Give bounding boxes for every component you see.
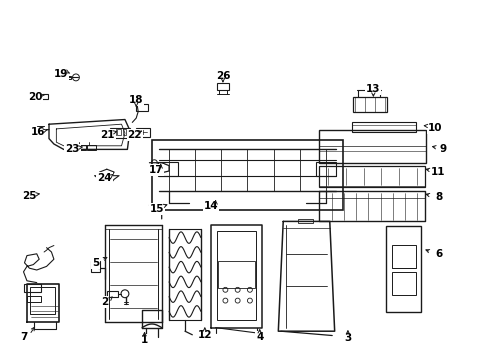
Bar	[218, 261, 255, 288]
Text: 26: 26	[216, 71, 230, 81]
Bar	[110, 128, 130, 138]
Bar	[87, 145, 96, 150]
Text: 25: 25	[22, 191, 37, 201]
Bar	[158, 162, 178, 176]
Bar	[298, 219, 313, 223]
Text: 22: 22	[127, 130, 142, 140]
Bar	[117, 129, 121, 135]
Bar	[386, 226, 421, 312]
Text: 23: 23	[65, 144, 80, 154]
Bar	[24, 284, 41, 292]
Bar	[30, 287, 55, 314]
Text: 20: 20	[28, 92, 43, 102]
Bar	[217, 83, 229, 90]
Text: 14: 14	[203, 201, 218, 211]
Text: 19: 19	[54, 69, 69, 79]
Text: 12: 12	[197, 330, 212, 340]
Bar	[392, 272, 416, 295]
Bar	[136, 104, 148, 111]
Bar	[27, 296, 41, 302]
Text: 18: 18	[129, 95, 144, 105]
Bar	[392, 245, 416, 268]
Bar	[318, 130, 426, 163]
Text: 9: 9	[440, 144, 447, 154]
Text: 8: 8	[435, 192, 442, 202]
Text: 21: 21	[100, 130, 115, 140]
Text: 1: 1	[141, 335, 148, 345]
Bar	[217, 231, 256, 320]
Bar	[65, 76, 71, 79]
Bar	[39, 94, 48, 99]
Bar	[138, 130, 143, 134]
Text: 7: 7	[20, 332, 27, 342]
Bar	[107, 291, 118, 297]
Bar	[37, 126, 44, 131]
Text: 16: 16	[31, 127, 46, 138]
Text: 11: 11	[431, 167, 446, 177]
Text: 4: 4	[256, 332, 264, 342]
Bar	[122, 129, 126, 135]
Bar	[127, 129, 131, 135]
Bar	[77, 145, 86, 150]
Bar	[152, 140, 343, 210]
Bar	[316, 162, 336, 176]
Bar	[319, 166, 425, 187]
Bar	[136, 128, 150, 137]
Bar	[113, 129, 116, 135]
Text: 5: 5	[92, 258, 99, 268]
Text: 2: 2	[101, 297, 108, 307]
Bar	[353, 97, 387, 112]
Bar	[352, 122, 416, 132]
Text: 24: 24	[97, 173, 112, 183]
Text: 13: 13	[366, 84, 381, 94]
Text: 3: 3	[344, 333, 351, 343]
Text: 17: 17	[148, 165, 163, 175]
Text: 10: 10	[427, 123, 442, 133]
Text: 15: 15	[149, 204, 164, 214]
Bar	[91, 261, 100, 272]
Text: 6: 6	[435, 249, 442, 259]
